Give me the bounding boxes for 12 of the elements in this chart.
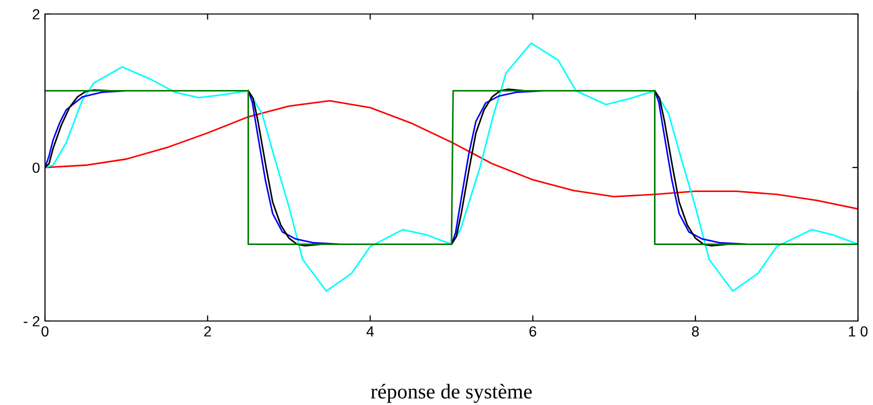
x-tick-label: 6 bbox=[529, 326, 536, 337]
line-series bbox=[45, 100, 858, 210]
line-series bbox=[45, 42, 858, 292]
y-tick-label: - 2 bbox=[24, 316, 40, 326]
y-tick-label: 0 bbox=[32, 162, 40, 173]
x-tick-label: 2 bbox=[204, 326, 211, 336]
x-tick-label: 4 bbox=[366, 326, 374, 336]
x-axis-title: réponse de système bbox=[370, 384, 532, 403]
y-tick-label: 2 bbox=[32, 9, 40, 20]
x-tick-label: 0 bbox=[42, 326, 48, 337]
x-tick-label: 8 bbox=[692, 326, 699, 337]
x-tick-label: 1 0 bbox=[848, 326, 868, 337]
